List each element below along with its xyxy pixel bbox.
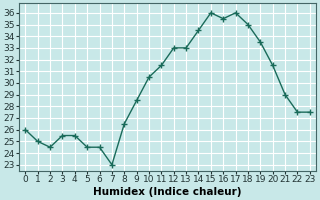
X-axis label: Humidex (Indice chaleur): Humidex (Indice chaleur)	[93, 187, 242, 197]
